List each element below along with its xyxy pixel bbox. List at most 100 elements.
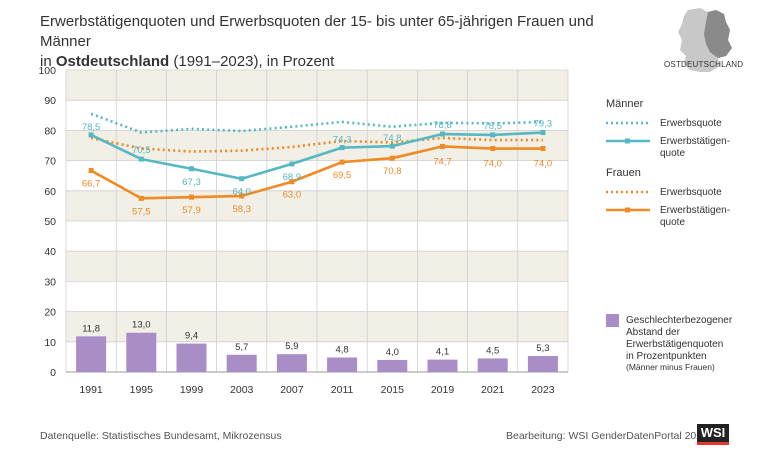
x-tick-label: 2003: [230, 384, 254, 396]
gap-bar: [126, 332, 157, 372]
gap-bar-label: 5,3: [536, 343, 549, 354]
women-etq-data-label: 66,7: [82, 179, 101, 190]
legend-gap-label-5: (Männer minus Frauen): [626, 362, 715, 372]
y-tick-label: 80: [44, 125, 56, 137]
women-etq-data-label: 57,9: [182, 205, 201, 216]
men-etq-line-marker: [540, 130, 546, 136]
men-etq-line-marker: [490, 132, 496, 138]
men-etq-data-label: 79,3: [534, 119, 553, 130]
y-axis: 0 10 20 30 40 50 60 70 80 90 100: [38, 65, 56, 379]
men-etq-data-label: 64,0: [232, 187, 251, 198]
men-etq-data-label: 67,3: [182, 177, 201, 188]
legend-women-etq-label-1: Erwerbstätigen-: [660, 205, 730, 216]
title-region: Ostdeutschland: [55, 53, 170, 70]
legend-gap-label-2: Abstand der: [626, 327, 681, 338]
women-etq-data-label: 69,5: [333, 170, 352, 181]
legend-men-erwerbsquote-label: Erwerbsquote: [660, 118, 722, 129]
gap-bar-label: 4,5: [486, 345, 499, 356]
x-tick-label: 2011: [331, 384, 354, 396]
gap-bar-label: 4,0: [386, 347, 399, 358]
gap-bar: [377, 359, 408, 372]
wsi-logo: WSI: [697, 424, 729, 445]
title-line-1: Erwerbstätigenquoten und Erwerbsquoten d…: [40, 13, 594, 50]
gap-bar-label: 5,7: [235, 342, 248, 353]
women-etq-line-marker: [490, 146, 496, 152]
legend-women-etq-label-2: quote: [660, 217, 685, 228]
x-tick-label: 1999: [180, 384, 204, 396]
gridlines: [65, 69, 569, 373]
gap-bar: [176, 343, 207, 372]
legend-gap-label-3: Erwerbstätigenquoten: [626, 339, 723, 350]
men-etq-data-label: 78,8: [433, 120, 452, 131]
women-etq-line-marker: [189, 194, 194, 200]
gap-bar-label: 9,4: [185, 331, 198, 342]
men-etq-data-label: 70,5: [132, 145, 151, 156]
legend-gap-swatch: [606, 314, 619, 327]
y-tick-label: 40: [44, 246, 56, 258]
gap-bar-label: 13,0: [132, 320, 151, 331]
women-etq-data-label: 57,5: [132, 206, 151, 217]
y-tick-label: 70: [44, 156, 56, 168]
women-etq-line: [90, 145, 543, 200]
y-tick-label: 10: [44, 337, 56, 349]
y-tick-label: 60: [44, 186, 56, 198]
x-tick-label: 1995: [130, 384, 154, 396]
legend-men-etq-label-1: Erwerbstätigen-: [660, 136, 730, 147]
germany-map-icon: [678, 8, 732, 72]
men-etq-line-marker: [189, 166, 194, 172]
legend-gap-label-1: Geschlechterbezogener: [626, 315, 733, 326]
women-etq-line-marker: [540, 146, 546, 152]
chart-title: Erwerbstätigenquoten und Erwerbsquoten d…: [40, 12, 640, 72]
y-tick-label: 30: [44, 276, 56, 288]
legend-men-etq-label-2: quote: [660, 148, 685, 159]
legend-men-title: Männer: [606, 98, 644, 110]
women-etq-line-marker: [440, 143, 445, 149]
gap-bars: [76, 332, 558, 372]
women-etq-line-marker: [239, 193, 245, 199]
men-etq-line-marker: [88, 132, 94, 138]
gap-bar: [226, 354, 257, 372]
men-etq-data-label: 74,8: [383, 133, 402, 144]
gap-bar-label: 4,1: [436, 347, 449, 358]
men-etq-line-marker: [138, 156, 144, 162]
gap-bar-label: 5,9: [285, 341, 298, 352]
men-etq-line-marker: [440, 131, 445, 137]
men-etq-line-marker: [289, 161, 295, 167]
men-etq-line: [90, 131, 543, 181]
gap-bar: [327, 357, 358, 372]
y-tick-label: 50: [44, 216, 56, 228]
y-tick-label: 20: [44, 307, 56, 319]
x-axis: 1991 1995 1999 2003 2007 2011 2015 2019 2021 2023: [79, 384, 554, 396]
men-erwerbsquote-line: [90, 112, 543, 134]
men-etq-data-label: 78,5: [82, 122, 101, 133]
data-labels: 11,8 13,0 9,4 5,7 5,9 4,8 4,0 4,1 4,5 5,3 78,5 70,5…: [82, 119, 552, 358]
men-etq-data-label: 74,3: [333, 135, 352, 146]
men-etq-data-label: 78,5: [483, 121, 502, 132]
legend-men-etq-marker: [625, 138, 630, 144]
women-etq-data-label: 63,0: [283, 190, 302, 201]
gap-bar: [427, 359, 458, 372]
women-etq-line-marker: [339, 159, 345, 165]
legend-women-erwerbsquote-label: Erwerbsquote: [660, 187, 722, 198]
gap-bar: [527, 355, 558, 372]
y-tick-label: 0: [50, 367, 56, 379]
women-etq-line-marker: [88, 168, 94, 174]
y-tick-label: 90: [44, 95, 56, 107]
series-lines: [88, 112, 546, 201]
women-etq-data-label: 74,7: [433, 156, 452, 167]
legend-women-title: Frauen: [606, 167, 641, 179]
legend: Männer Erwerbsquote Erwerbstätigen- quot…: [606, 98, 733, 372]
gap-bar: [276, 354, 307, 372]
women-etq-data-label: 74,0: [534, 159, 553, 170]
legend-gap-label-4: in Prozentpunkten: [626, 351, 707, 362]
gap-bar: [76, 336, 107, 372]
men-etq-data-label: 68,9: [283, 172, 302, 183]
gap-bar: [477, 358, 508, 372]
map-label: OSTDEUTSCHLAND: [664, 60, 744, 69]
x-tick-label: 2021: [481, 384, 505, 396]
x-tick-label: 2015: [381, 384, 405, 396]
gap-bar-label: 4,8: [335, 345, 348, 356]
source-note: Datenquelle: Statistisches Bundesamt, Mi…: [40, 430, 282, 442]
men-etq-line-marker: [389, 143, 395, 149]
